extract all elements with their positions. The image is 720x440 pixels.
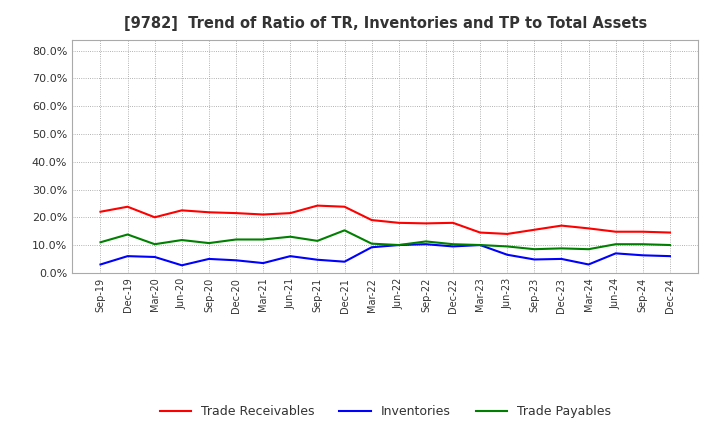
Inventories xyxy=(150,254,159,260)
Inventories xyxy=(449,244,457,249)
Line: Trade Receivables: Trade Receivables xyxy=(101,205,670,234)
Trade Receivables xyxy=(449,220,457,225)
Trade Receivables xyxy=(503,231,511,237)
Trade Receivables xyxy=(367,217,376,223)
Trade Receivables xyxy=(259,212,268,217)
Trade Payables xyxy=(178,238,186,243)
Inventories xyxy=(367,245,376,250)
Trade Receivables xyxy=(665,230,674,235)
Trade Payables xyxy=(341,227,349,233)
Inventories xyxy=(313,257,322,262)
Trade Receivables xyxy=(611,229,620,235)
Trade Payables xyxy=(232,237,240,242)
Trade Receivables xyxy=(476,230,485,235)
Trade Receivables xyxy=(232,210,240,216)
Inventories xyxy=(395,242,403,248)
Trade Payables xyxy=(557,246,566,251)
Inventories xyxy=(665,253,674,259)
Trade Payables xyxy=(421,239,430,244)
Trade Receivables xyxy=(557,223,566,228)
Trade Payables xyxy=(313,238,322,243)
Trade Receivables xyxy=(421,221,430,226)
Trade Payables xyxy=(286,234,294,239)
Inventories xyxy=(557,256,566,261)
Trade Receivables xyxy=(96,209,105,214)
Inventories xyxy=(476,242,485,248)
Legend: Trade Receivables, Inventories, Trade Payables: Trade Receivables, Inventories, Trade Pa… xyxy=(155,400,616,423)
Line: Trade Payables: Trade Payables xyxy=(101,230,670,249)
Inventories xyxy=(96,262,105,267)
Trade Payables xyxy=(449,242,457,247)
Trade Payables xyxy=(503,244,511,249)
Inventories xyxy=(178,263,186,268)
Trade Receivables xyxy=(313,203,322,208)
Trade Payables xyxy=(584,246,593,252)
Title: [9782]  Trend of Ratio of TR, Inventories and TP to Total Assets: [9782] Trend of Ratio of TR, Inventories… xyxy=(124,16,647,32)
Trade Payables xyxy=(204,240,213,246)
Inventories xyxy=(421,242,430,247)
Trade Payables xyxy=(123,232,132,237)
Inventories xyxy=(341,259,349,264)
Inventories xyxy=(639,253,647,258)
Inventories xyxy=(584,262,593,267)
Inventories xyxy=(123,253,132,259)
Trade Receivables xyxy=(286,210,294,216)
Trade Receivables xyxy=(150,215,159,220)
Trade Receivables xyxy=(584,226,593,231)
Trade Receivables xyxy=(341,204,349,209)
Trade Receivables xyxy=(530,227,539,232)
Inventories xyxy=(286,253,294,259)
Trade Receivables xyxy=(204,209,213,215)
Trade Payables xyxy=(150,242,159,247)
Inventories xyxy=(204,256,213,261)
Inventories xyxy=(611,251,620,256)
Trade Payables xyxy=(611,242,620,247)
Trade Payables xyxy=(96,240,105,245)
Inventories xyxy=(232,258,240,263)
Trade Receivables xyxy=(395,220,403,225)
Inventories xyxy=(503,252,511,257)
Line: Inventories: Inventories xyxy=(101,244,670,265)
Trade Receivables xyxy=(123,204,132,209)
Trade Payables xyxy=(530,246,539,252)
Trade Payables xyxy=(665,242,674,248)
Trade Payables xyxy=(395,242,403,248)
Trade Receivables xyxy=(639,229,647,235)
Trade Payables xyxy=(639,242,647,247)
Trade Payables xyxy=(367,241,376,246)
Trade Payables xyxy=(259,237,268,242)
Trade Receivables xyxy=(178,208,186,213)
Inventories xyxy=(530,257,539,262)
Trade Payables xyxy=(476,242,485,248)
Inventories xyxy=(259,260,268,266)
